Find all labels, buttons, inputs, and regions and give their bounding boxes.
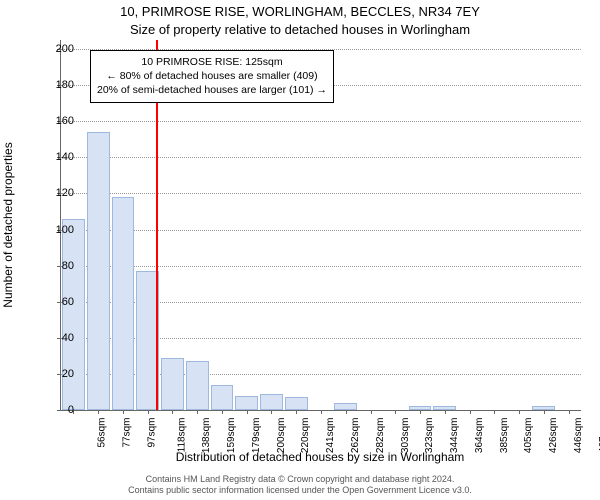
histogram-bar (161, 358, 184, 410)
xtick-mark (445, 410, 446, 414)
xtick-mark (271, 410, 272, 414)
gridline-h (61, 266, 581, 267)
gridline-h (61, 121, 581, 122)
xtick-mark (395, 410, 396, 414)
xtick-label: 344sqm (449, 418, 460, 454)
xtick-mark (346, 410, 347, 414)
histogram-bar (211, 385, 234, 410)
xtick-mark (148, 410, 149, 414)
xtick-label: 220sqm (301, 418, 312, 454)
gridline-h (61, 157, 581, 158)
callout-line: 20% of semi-detached houses are larger (… (97, 83, 327, 97)
footer-line-2: Contains public sector information licen… (0, 485, 600, 496)
xtick-mark (197, 410, 198, 414)
xtick-label: 138sqm (202, 418, 213, 454)
xtick-mark (544, 410, 545, 414)
xtick-label: 426sqm (548, 418, 559, 454)
xtick-label: 118sqm (176, 418, 187, 453)
xtick-label: 405sqm (523, 418, 534, 454)
gridline-h (61, 193, 581, 194)
xtick-mark (420, 410, 421, 414)
xtick-mark (494, 410, 495, 414)
histogram-bar (260, 394, 283, 410)
y-axis-label: Number of detached properties (1, 142, 15, 307)
xtick-mark (296, 410, 297, 414)
xtick-mark (172, 410, 173, 414)
xtick-label: 303sqm (400, 418, 411, 454)
x-axis-label: Distribution of detached houses by size … (60, 450, 580, 464)
xtick-mark (371, 410, 372, 414)
ytick-label: 120 (44, 187, 74, 199)
xtick-label: 241sqm (325, 418, 336, 454)
xtick-label: 200sqm (276, 418, 287, 454)
ytick-label: 20 (44, 368, 74, 380)
xtick-label: 446sqm (573, 418, 584, 454)
histogram-bar (235, 396, 258, 410)
histogram-bar (62, 219, 85, 410)
xtick-label: 262sqm (350, 418, 361, 454)
ytick-label: 80 (44, 260, 74, 272)
xtick-label: 282sqm (375, 418, 386, 454)
title-line-2: Size of property relative to detached ho… (0, 22, 600, 37)
ytick-label: 160 (44, 115, 74, 127)
xtick-label: 77sqm (122, 418, 133, 448)
callout-line: ← 80% of detached houses are smaller (40… (97, 69, 327, 83)
ytick-label: 60 (44, 296, 74, 308)
ytick-label: 0 (44, 404, 74, 416)
ytick-label: 100 (44, 224, 74, 236)
xtick-label: 97sqm (146, 418, 157, 448)
gridline-h (61, 230, 581, 231)
xtick-label: 323sqm (424, 418, 435, 454)
xtick-mark (98, 410, 99, 414)
xtick-label: 56sqm (97, 418, 108, 448)
ytick-label: 40 (44, 332, 74, 344)
histogram-bar (87, 132, 110, 410)
callout-line: 10 PRIMROSE RISE: 125sqm (97, 55, 327, 69)
xtick-mark (470, 410, 471, 414)
xtick-label: 179sqm (251, 418, 262, 454)
xtick-label: 159sqm (226, 418, 237, 454)
property-callout: 10 PRIMROSE RISE: 125sqm← 80% of detache… (90, 50, 334, 103)
histogram-bar (334, 403, 357, 410)
ytick-label: 140 (44, 151, 74, 163)
title-line-1: 10, PRIMROSE RISE, WORLINGHAM, BECCLES, … (0, 4, 600, 19)
xtick-mark (222, 410, 223, 414)
xtick-label: 385sqm (499, 418, 510, 454)
histogram-bar (186, 361, 209, 410)
xtick-mark (569, 410, 570, 414)
histogram-bar (285, 397, 308, 410)
ytick-label: 180 (44, 79, 74, 91)
xtick-mark (321, 410, 322, 414)
footer-attribution: Contains HM Land Registry data © Crown c… (0, 474, 600, 496)
xtick-mark (519, 410, 520, 414)
footer-line-1: Contains HM Land Registry data © Crown c… (0, 474, 600, 485)
xtick-mark (247, 410, 248, 414)
xtick-label: 364sqm (474, 418, 485, 454)
xtick-mark (123, 410, 124, 414)
histogram-bar (112, 197, 135, 410)
ytick-label: 200 (44, 43, 74, 55)
